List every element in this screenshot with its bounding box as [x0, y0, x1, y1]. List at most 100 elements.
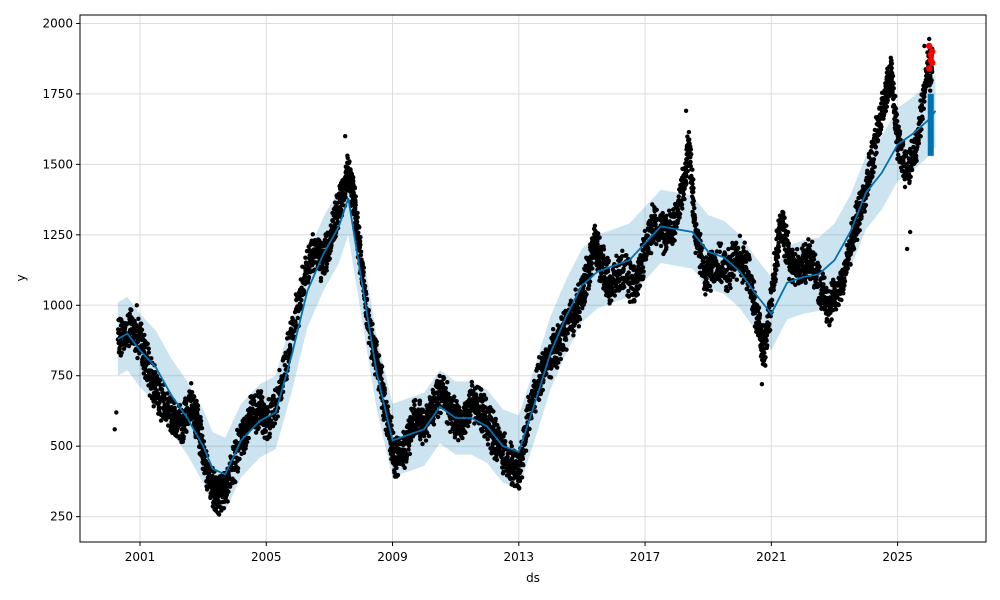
observed-point	[483, 396, 489, 401]
observed-point	[418, 437, 423, 442]
observed-point	[875, 137, 881, 143]
observed-point	[330, 219, 336, 224]
observed-point	[366, 307, 371, 313]
observed-point	[275, 414, 280, 419]
observed-point	[263, 429, 268, 434]
observed-point	[586, 283, 592, 288]
observed-point	[564, 347, 569, 352]
observed-point	[577, 317, 583, 322]
observed-point	[785, 229, 791, 235]
observed-point	[258, 389, 264, 394]
observed-point	[693, 250, 698, 256]
observed-point	[237, 456, 242, 462]
observed-point	[203, 458, 208, 464]
observed-point	[718, 241, 724, 246]
observed-point	[653, 222, 658, 227]
observed-point	[149, 356, 154, 361]
observed-point	[734, 240, 739, 245]
observed-point	[821, 282, 826, 287]
observed-point	[690, 181, 695, 187]
observed-point	[658, 243, 664, 249]
observed-point	[641, 269, 646, 274]
observed-point	[456, 438, 461, 443]
observed-point	[389, 415, 394, 420]
observed-point	[424, 430, 430, 435]
observed-point	[872, 164, 877, 169]
observed-point	[691, 198, 696, 204]
observed-point	[192, 394, 197, 400]
observed-point	[361, 273, 366, 278]
observed-point	[704, 276, 709, 281]
observed-point	[822, 275, 827, 280]
observed-point	[413, 397, 418, 403]
observed-point	[256, 425, 261, 430]
observed-point	[664, 244, 669, 250]
observed-point	[521, 462, 526, 468]
observed-point	[519, 475, 525, 480]
observed-point	[763, 363, 768, 368]
observed-point	[811, 257, 817, 262]
observed-point	[763, 355, 768, 360]
observed-point	[357, 239, 363, 244]
observed-point	[684, 181, 689, 186]
observed-point	[293, 321, 298, 326]
observed-point	[343, 191, 348, 197]
observed-point	[158, 418, 164, 423]
observed-point	[645, 233, 650, 238]
observed-point	[423, 438, 429, 443]
observed-point	[460, 435, 465, 441]
observed-point	[757, 313, 763, 318]
observed-point	[245, 439, 250, 445]
observed-point	[277, 367, 282, 373]
observed-point	[851, 246, 857, 251]
observed-point	[254, 416, 259, 422]
observed-point	[441, 375, 447, 381]
observed-point	[884, 104, 889, 109]
observed-point	[723, 252, 728, 257]
observed-point	[527, 426, 532, 432]
observed-point	[807, 243, 813, 248]
observed-point	[842, 279, 848, 284]
observed-point	[842, 283, 847, 288]
observed-point	[784, 223, 789, 228]
observed-point	[379, 376, 384, 382]
observed-point	[682, 196, 687, 202]
observed-point	[517, 485, 522, 491]
observed-point	[776, 248, 782, 254]
observed-point	[329, 243, 334, 248]
observed-point	[571, 333, 576, 338]
observed-point	[358, 242, 363, 247]
observed-point	[505, 454, 510, 459]
observed-point	[654, 241, 659, 247]
observed-point	[269, 420, 274, 425]
observed-point	[654, 207, 659, 212]
observed-point	[241, 450, 247, 455]
observed-point	[536, 397, 542, 402]
observed-point	[863, 202, 869, 208]
observed-point	[354, 219, 360, 224]
observed-point	[437, 373, 442, 379]
observed-point	[146, 350, 151, 355]
observed-point	[557, 337, 563, 342]
observed-point	[358, 249, 364, 254]
observed-point	[518, 468, 523, 473]
observed-point	[351, 179, 356, 184]
observed-point	[129, 307, 134, 313]
observed-point	[483, 409, 488, 415]
observed-point	[146, 361, 151, 366]
observed-point	[775, 263, 780, 268]
observed-point	[356, 230, 361, 235]
observed-point	[426, 433, 432, 439]
observed-point	[198, 418, 204, 424]
observed-point	[493, 416, 498, 422]
observed-point	[494, 457, 500, 463]
observed-point	[189, 381, 194, 386]
observed-point	[195, 412, 200, 418]
observed-point	[483, 414, 488, 419]
observed-point	[687, 137, 692, 142]
observed-point	[391, 430, 396, 435]
observed-point	[361, 265, 366, 270]
observed-point	[841, 291, 846, 296]
observed-point	[394, 465, 399, 471]
observed-point	[523, 448, 529, 453]
